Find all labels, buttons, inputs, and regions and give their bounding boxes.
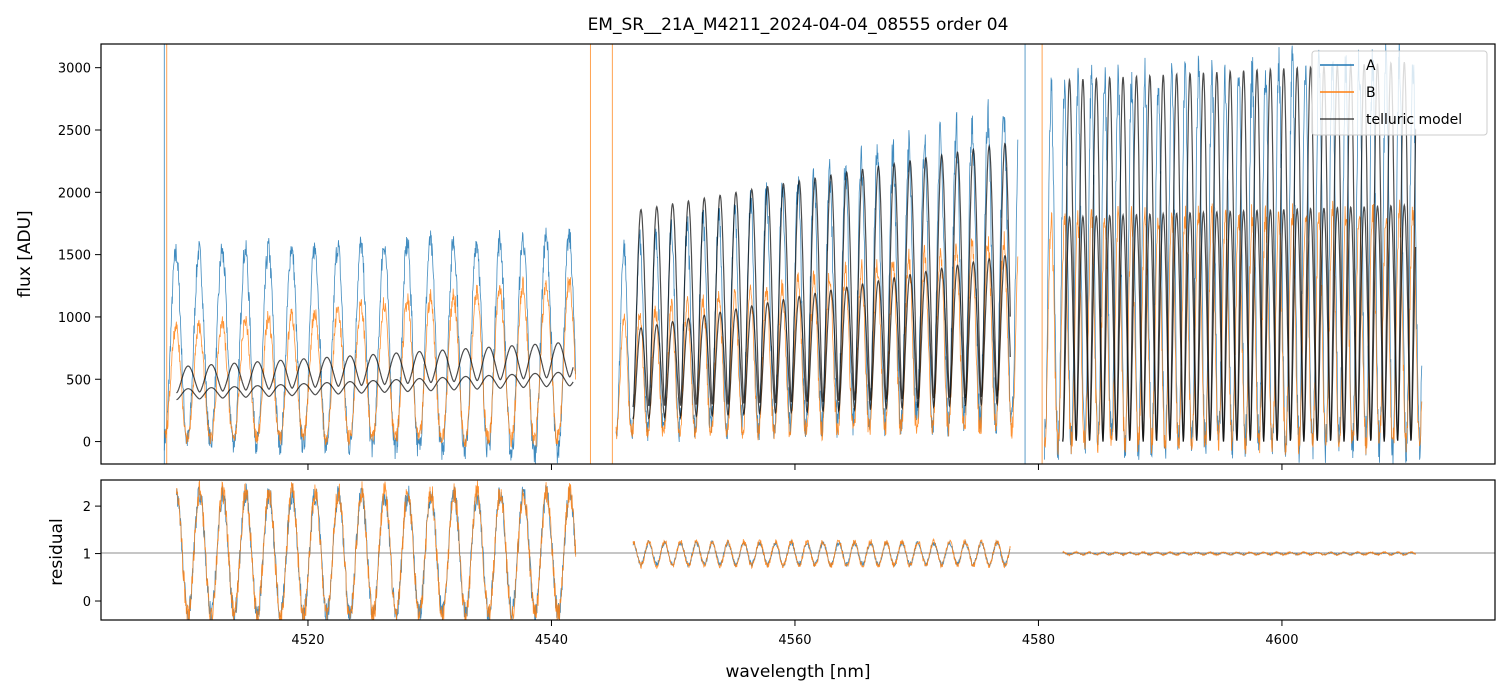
legend-label-telluric: telluric model (1366, 112, 1462, 128)
chart-title: EM_SR__21A_M4211_2024-04-04_08555 order … (588, 15, 1009, 35)
y-tick-label: 2500 (58, 124, 91, 139)
x-axis-label: wavelength [nm] (725, 662, 870, 682)
residual-b-line-1 (632, 537, 1011, 570)
top-y-axis-label: flux [ADU] (15, 210, 35, 297)
x-tick-label: 4600 (1265, 633, 1298, 648)
series-telluric-line-0 (176, 342, 574, 394)
legend-box (1311, 50, 1488, 136)
bottom-axes-frame (100, 479, 1496, 621)
x-tick-label: 4520 (291, 633, 324, 648)
bottom-y-ticks: 0 1 2 (83, 500, 101, 610)
top-series-group (163, 44, 1423, 464)
top-y-ticks: 0 500 1000 1500 2000 2500 3000 (58, 62, 101, 451)
y-tick-label: 2 (83, 500, 91, 515)
y-tick-label: 0 (83, 595, 91, 610)
series-telluric-line-2 (632, 142, 1011, 408)
bottom-x-ticks: 4520 4540 4560 4580 4600 (291, 620, 1298, 648)
top-panel: 0 500 1000 1500 2000 2500 3000 flux [ADU] A B … (15, 43, 1496, 470)
bottom-y-axis-label: residual (47, 518, 67, 585)
top-axes-frame (100, 43, 1496, 465)
series-telluric-line-3 (632, 255, 1011, 420)
x-tick-label: 4580 (1022, 633, 1055, 648)
y-tick-label: 500 (66, 373, 91, 388)
y-tick-label: 1000 (58, 311, 91, 326)
residual-b-line-2 (1062, 550, 1416, 557)
x-tick-label: 4540 (535, 633, 568, 648)
y-tick-label: 1500 (58, 249, 91, 264)
series-telluric-line-1 (176, 371, 574, 401)
y-tick-label: 3000 (58, 62, 91, 77)
x-tick-label: 4560 (778, 633, 811, 648)
residual-b-line-0 (176, 480, 577, 620)
bottom-series-group (176, 480, 1416, 620)
legend-label-b: B (1366, 85, 1376, 101)
series-b-line-2 (1044, 199, 1423, 455)
legend-label-a: A (1366, 58, 1376, 74)
y-tick-label: 1 (83, 548, 91, 563)
y-tick-label: 0 (83, 436, 91, 451)
series-b-line-0 (163, 275, 576, 448)
bottom-panel: 0 1 2 4520 4540 4560 4580 4600 residual wavele… (47, 479, 1496, 682)
y-tick-label: 2000 (58, 186, 91, 201)
series-telluric-line-5 (1062, 203, 1417, 442)
legend: A B telluric model (1311, 50, 1488, 136)
top-x-ticks (307, 464, 1283, 470)
